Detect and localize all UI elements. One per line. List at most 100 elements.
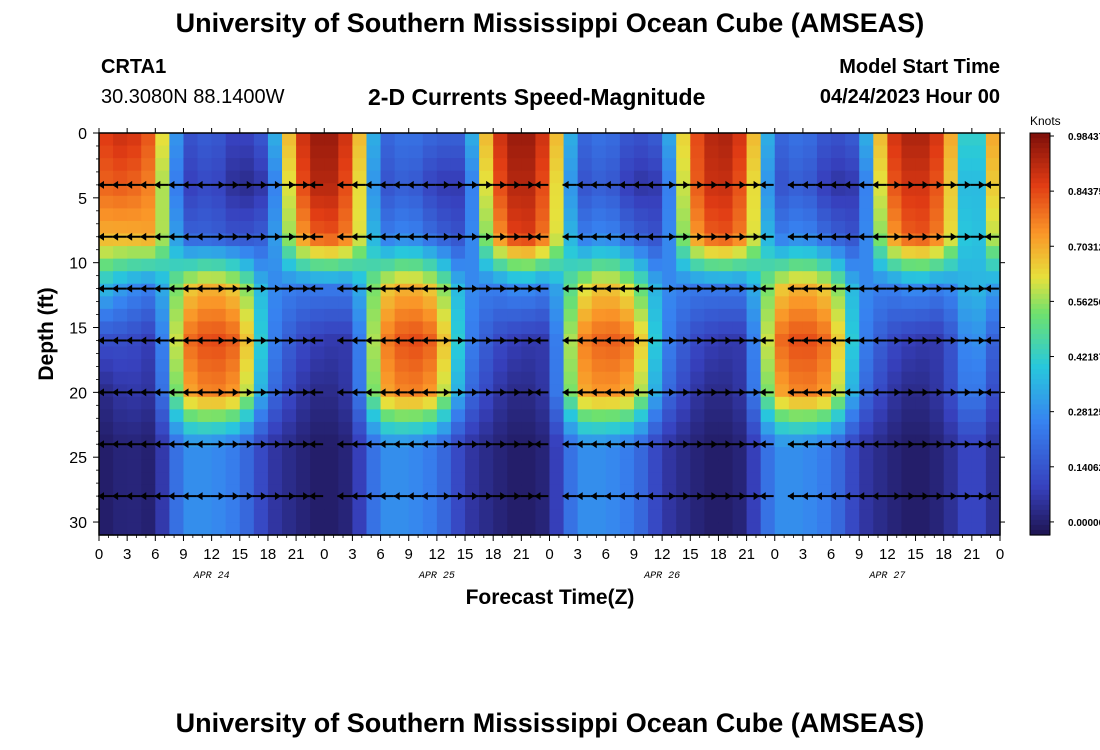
heatmap-cell — [324, 509, 339, 524]
heatmap-cell — [310, 271, 325, 285]
heatmap-cell — [450, 296, 466, 310]
heatmap-cell — [366, 459, 382, 473]
current-arrow — [562, 388, 577, 397]
heatmap-cell — [310, 359, 325, 373]
heatmap-cell — [577, 208, 593, 222]
heatmap-cell — [155, 246, 170, 260]
heatmap-cell — [493, 246, 508, 260]
heatmap-cell — [211, 371, 227, 385]
current-arrow — [520, 180, 535, 189]
heatmap-cell — [788, 258, 804, 272]
heatmap-cell — [901, 271, 917, 285]
heatmap-cell — [408, 421, 424, 436]
heatmap-cell — [676, 509, 691, 524]
heatmap-cell — [239, 522, 255, 536]
current-arrow — [689, 336, 704, 345]
heatmap-cell — [521, 208, 537, 222]
heatmap-cell — [915, 371, 931, 385]
current-arrow — [618, 336, 633, 345]
heatmap-cell — [619, 346, 635, 360]
heatmap-cell — [887, 359, 903, 373]
heatmap-cell — [127, 421, 142, 436]
heatmap-cell — [436, 271, 452, 285]
chart-title: University of Southern Mississippi Ocean… — [175, 8, 925, 38]
heatmap-cell — [788, 133, 804, 147]
heatmap-cell — [113, 421, 128, 436]
heatmap-cell — [127, 145, 142, 159]
heatmap-cell — [310, 158, 325, 172]
current-arrow — [520, 388, 535, 397]
heatmap-cell — [859, 271, 874, 285]
heatmap-cell — [619, 296, 635, 310]
heatmap-cell — [422, 170, 438, 184]
heatmap-cell — [352, 472, 368, 486]
current-arrow — [632, 492, 647, 501]
heatmap-cell — [99, 133, 114, 147]
heatmap-cell — [422, 296, 438, 310]
colorbar-tick-label: 0.00000 — [1068, 518, 1100, 529]
heatmap-cell — [662, 421, 677, 436]
current-arrow — [562, 336, 577, 345]
heatmap-cell — [957, 421, 973, 436]
heatmap-cell — [507, 145, 522, 159]
heatmap-cell — [521, 522, 537, 536]
heatmap-cell — [774, 371, 790, 385]
heatmap-cell — [479, 396, 494, 410]
heatmap-cell — [774, 522, 790, 536]
current-arrow — [689, 492, 704, 501]
current-arrow — [435, 440, 450, 449]
current-arrow — [801, 388, 816, 397]
heatmap-cell — [859, 258, 874, 272]
heatmap-cell — [239, 396, 255, 410]
x-tick-label: 21 — [513, 546, 530, 563]
heatmap-cell — [507, 409, 522, 423]
heatmap-cell — [732, 421, 748, 436]
heatmap-cell — [549, 434, 565, 448]
current-arrow — [238, 232, 253, 241]
heatmap-cell — [310, 246, 325, 260]
current-arrow — [464, 284, 479, 293]
heatmap-cell — [380, 246, 396, 260]
current-arrow — [562, 440, 577, 449]
heatmap-cell — [352, 208, 368, 222]
heatmap-cell — [352, 396, 368, 410]
heatmap-cell — [366, 509, 382, 524]
current-arrow — [154, 336, 169, 345]
heatmap-cell — [619, 220, 635, 235]
heatmap-cell — [676, 421, 691, 436]
colorbar-segment — [1030, 444, 1050, 451]
heatmap-cell — [549, 359, 565, 373]
heatmap-cell — [732, 447, 748, 461]
current-arrow — [914, 440, 929, 449]
heatmap-cell — [690, 396, 705, 410]
current-arrow — [759, 180, 774, 189]
heatmap-cell — [239, 409, 255, 423]
heatmap-cell — [113, 170, 128, 184]
current-arrow — [98, 492, 112, 501]
heatmap-cell — [802, 271, 818, 285]
heatmap-cell — [422, 371, 438, 385]
heatmap-cell — [887, 170, 903, 184]
current-arrow — [492, 388, 507, 397]
heatmap-cell — [338, 396, 354, 410]
heatmap-cell — [465, 246, 480, 260]
heatmap-cell — [690, 509, 705, 524]
heatmap-cell — [267, 145, 283, 159]
current-arrow — [956, 440, 971, 449]
heatmap-cell — [831, 409, 846, 423]
heatmap-cell — [394, 359, 410, 373]
current-arrow — [337, 440, 352, 449]
current-arrow — [379, 388, 394, 397]
heatmap-cell — [422, 497, 438, 511]
heatmap-cell — [873, 308, 888, 323]
colorbar-segment — [1030, 504, 1050, 511]
current-arrow — [928, 336, 943, 345]
heatmap-cell — [479, 220, 494, 235]
heatmap-cell — [662, 509, 677, 524]
heatmap-cell — [366, 296, 382, 310]
heatmap-cell — [521, 220, 537, 235]
heatmap-cell — [436, 447, 452, 461]
current-arrow — [98, 336, 112, 345]
heatmap-cell — [479, 158, 494, 172]
heatmap-cell — [957, 409, 973, 423]
